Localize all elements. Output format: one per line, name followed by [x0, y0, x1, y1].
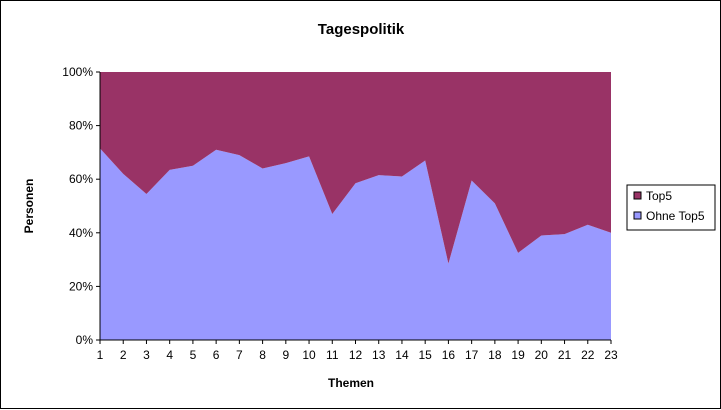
x-tick-label: 16 [442, 348, 456, 362]
x-tick-label: 17 [465, 348, 479, 362]
x-tick-label: 21 [558, 348, 572, 362]
x-tick-label: 15 [419, 348, 433, 362]
y-tick-label: 0% [76, 333, 94, 347]
series-areas [100, 72, 611, 340]
legend-box [626, 184, 716, 231]
y-tick-label: 100% [62, 65, 93, 79]
x-tick-label: 22 [581, 348, 595, 362]
legend-label-top5: Top5 [646, 189, 672, 203]
x-tick-label: 1 [97, 348, 104, 362]
legend-swatch-top5 [633, 191, 642, 200]
x-tick-label: 9 [282, 348, 289, 362]
x-tick-label: 12 [349, 348, 363, 362]
x-axis-title: Themen [328, 376, 374, 390]
y-tick-label: 40% [69, 226, 93, 240]
x-tick-label: 2 [120, 348, 127, 362]
x-tick-label: 11 [326, 348, 339, 362]
legend-label-ohne-top5: Ohne Top5 [646, 209, 705, 223]
y-tick-label: 20% [69, 279, 93, 293]
x-tick-label: 8 [259, 348, 266, 362]
x-ticks: 1 2 3 4 5 6 7 8 9 10 11 12 13 14 15 16 17 18 19 20 21 22 23 [97, 340, 618, 362]
x-tick-label: 13 [372, 348, 386, 362]
y-ticks: 0% 20% 40% 60% 80% 100% [62, 65, 100, 347]
x-tick-label: 14 [395, 348, 409, 362]
x-tick-label: 18 [488, 348, 502, 362]
chart-title: Tagespolitik [318, 21, 405, 38]
area-series-ohne-top5 [100, 148, 611, 340]
y-axis-title: Personen [22, 179, 36, 234]
x-tick-label: 23 [604, 348, 618, 362]
x-tick-label: 3 [143, 348, 150, 362]
x-tick-label: 4 [166, 348, 173, 362]
y-tick-label: 60% [69, 172, 93, 186]
x-tick-label: 6 [213, 348, 220, 362]
x-tick-label: 10 [302, 348, 316, 362]
x-tick-label: 20 [535, 348, 549, 362]
x-tick-label: 7 [236, 348, 243, 362]
x-tick-label: 19 [511, 348, 525, 362]
legend-swatch-ohne-top5 [633, 211, 642, 220]
area-series-top5 [100, 72, 611, 264]
x-tick-label: 5 [190, 348, 197, 362]
legend: Top5 Ohne Top5 [626, 184, 716, 231]
y-tick-label: 80% [69, 119, 93, 133]
plot-area: 0%20%40%60%80%100% 1 2 3 4 5 6 7 8 9 10 11 12 13 14 15… [62, 65, 618, 362]
